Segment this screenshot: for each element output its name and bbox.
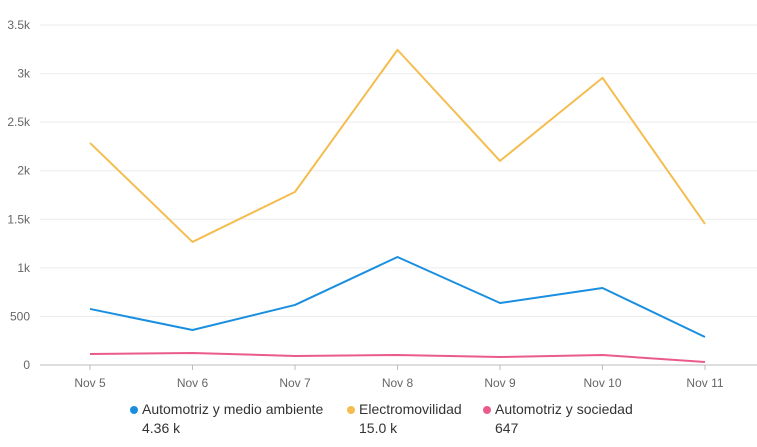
line-chart: 0 500 1k 1.5k 2k 2.5k 3k 3.5k Nov 5 Nov 6 Nov 7 Nov… xyxy=(7,18,757,390)
legend-dot-icon xyxy=(483,406,491,414)
y-tick-label: 2.5k xyxy=(7,115,31,129)
legend-label: Automotriz y medio ambiente xyxy=(142,401,324,417)
x-tick-label: Nov 9 xyxy=(484,376,516,390)
x-tick-label: Nov 6 xyxy=(177,376,209,390)
series-line-1 xyxy=(89,48,706,243)
y-tick-label: 1k xyxy=(17,261,31,275)
x-tick-label: Nov 8 xyxy=(382,376,414,390)
x-tick-label: Nov 5 xyxy=(74,376,106,390)
x-tick-label: Nov 11 xyxy=(686,376,723,390)
y-tick-label: 0 xyxy=(23,358,30,372)
x-tick-label: Nov 10 xyxy=(583,376,621,390)
y-tick-label: 500 xyxy=(10,309,30,323)
legend-total: 15.0 k xyxy=(359,420,398,436)
legend-total: 4.36 k xyxy=(142,420,181,436)
legend-item-2[interactable]: Automotriz y sociedad 647 xyxy=(483,400,633,438)
legend-label: Electromovilidad xyxy=(359,401,462,417)
y-tick-label: 3.5k xyxy=(7,18,31,32)
y-tick-label: 2k xyxy=(17,164,31,178)
legend-item-0[interactable]: Automotriz y medio ambiente 4.36 k xyxy=(130,400,324,438)
series-line-2 xyxy=(89,351,706,363)
legend-dot-icon xyxy=(130,406,138,414)
x-tick-label: Nov 7 xyxy=(279,376,311,390)
legend-label: Automotriz y sociedad xyxy=(495,401,633,417)
y-tick-label: 1.5k xyxy=(7,212,31,226)
legend-dot-icon xyxy=(347,406,355,414)
series-line-0 xyxy=(89,255,706,338)
legend-total: 647 xyxy=(495,420,519,436)
legend-item-1[interactable]: Electromovilidad 15.0 k xyxy=(347,400,462,438)
y-tick-label: 3k xyxy=(17,67,31,81)
